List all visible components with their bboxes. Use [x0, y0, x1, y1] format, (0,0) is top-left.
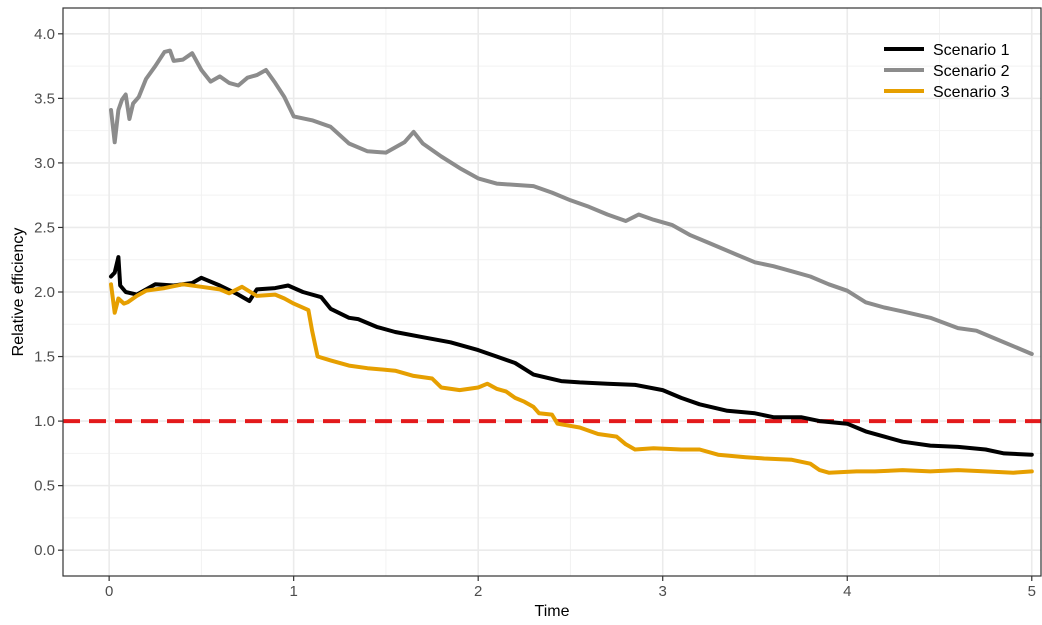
x-axis-ticks: 0 1 2 3 4 5 — [105, 576, 1036, 600]
y-tick-label: 1.5 — [34, 349, 55, 366]
legend-label-1: Scenario 1 — [933, 42, 1010, 59]
y-axis-ticks: 0.0 0.5 1.0 1.5 2.0 2.5 3.0 3.5 4.0 — [34, 26, 63, 559]
x-tick-label: 0 — [105, 583, 113, 600]
y-tick-label: 3.0 — [34, 155, 55, 172]
x-tick-label: 1 — [289, 583, 297, 600]
series-line-3 — [109, 282, 1034, 475]
y-tick-label: 1.0 — [34, 413, 55, 430]
y-tick-label: 4.0 — [34, 26, 55, 43]
x-tick-label: 5 — [1028, 583, 1036, 600]
series-layer — [109, 48, 1034, 475]
y-tick-label: 0.5 — [34, 478, 55, 495]
y-tick-label: 0.0 — [34, 542, 55, 559]
series-line-1 — [109, 255, 1034, 457]
y-tick-label: 2.0 — [34, 284, 55, 301]
legend-label-2: Scenario 2 — [933, 63, 1010, 80]
x-axis-title: Time — [535, 603, 570, 620]
y-axis-title: Relative efficiency — [10, 228, 27, 357]
y-tick-label: 3.5 — [34, 90, 55, 107]
series-line-2 — [109, 48, 1034, 356]
y-tick-label: 2.5 — [34, 219, 55, 236]
x-tick-label: 2 — [474, 583, 482, 600]
x-tick-label: 4 — [843, 583, 851, 600]
legend: Scenario 1 Scenario 2 Scenario 3 — [884, 42, 1010, 101]
x-tick-label: 3 — [659, 583, 667, 600]
legend-label-3: Scenario 3 — [933, 84, 1010, 101]
